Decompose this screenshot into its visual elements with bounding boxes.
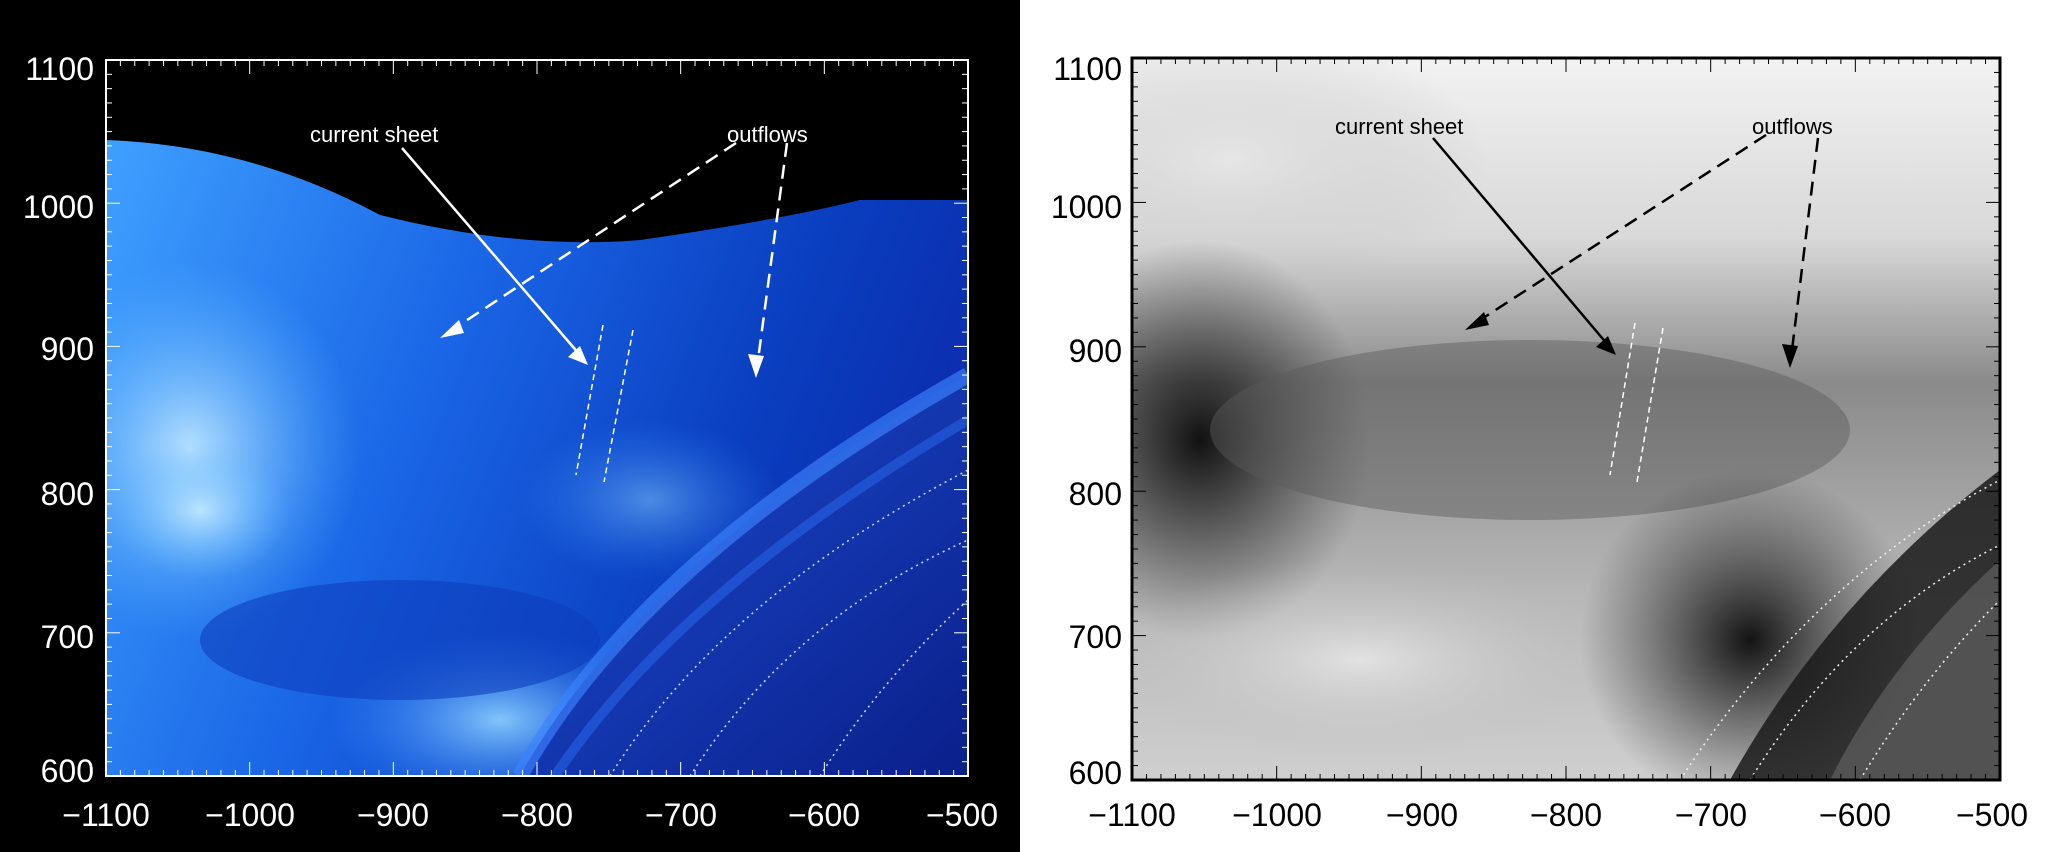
- left-y-tick-label: 900: [41, 331, 94, 367]
- right-outflow-arrowhead-1: [1465, 312, 1489, 330]
- left-sheet-line-2: [603, 329, 634, 483]
- left-sheet-line-1: [575, 324, 604, 476]
- right-current-sheet-arrowhead: [1596, 336, 1616, 355]
- right-y-tick-label: 1000: [1051, 189, 1122, 225]
- right-x-tick-label: −1000: [1232, 797, 1322, 833]
- left-x-tick-label: −900: [357, 797, 429, 833]
- right-x-tick-label: −800: [1530, 797, 1602, 833]
- right-y-tick-label: 700: [1069, 619, 1122, 655]
- left-x-tick-label: −600: [788, 797, 860, 833]
- right-x-tick-label: −1100: [1088, 797, 1176, 833]
- left-outflow-arrow-2: [756, 142, 789, 361]
- right-x-tick-label: −600: [1819, 797, 1891, 833]
- left-plot: current sheet outflows 1100 1000 900 800…: [23, 51, 998, 833]
- left-axis-ticks: [105, 59, 969, 777]
- right-outflow-arrow-1: [1476, 133, 1767, 324]
- right-axis-ticks: [1131, 57, 2001, 781]
- left-current-sheet-arrow: [401, 147, 581, 356]
- right-solar-image: [1132, 58, 2000, 780]
- right-outflow-arrowhead-2: [1782, 344, 1798, 368]
- left-y-tick-label: 1100: [25, 51, 94, 87]
- right-sheet-line-1: [1609, 322, 1636, 476]
- left-x-tick-label: −700: [645, 797, 717, 833]
- right-x-tick-label: −500: [1956, 797, 2028, 833]
- left-y-tick-label: 800: [41, 476, 94, 512]
- right-sheet-line-2: [1636, 327, 1664, 483]
- left-y-tick-label: 700: [41, 619, 94, 655]
- right-outflow-arrow-2: [1790, 137, 1820, 351]
- right-image-panel: current sheet outflows 1100 1000 900 800…: [1030, 0, 2050, 852]
- left-outflow-arrow-1: [451, 141, 737, 332]
- left-outflow-arrowhead-2: [748, 354, 764, 378]
- left-outflow-arrowhead-1: [440, 320, 464, 338]
- right-y-tick-label: 800: [1069, 476, 1122, 512]
- right-y-tick-label: 600: [1069, 755, 1122, 791]
- right-x-tick-label: −700: [1675, 797, 1747, 833]
- right-y-tick-label: 1100: [1053, 51, 1122, 87]
- left-y-tick-label: 600: [41, 753, 94, 789]
- right-label-current-sheet: current sheet: [1335, 114, 1463, 139]
- right-y-tick-label: 900: [1069, 333, 1122, 369]
- left-image-panel: current sheet outflows 1100 1000 900 800…: [0, 0, 1020, 852]
- left-current-sheet-arrowhead: [568, 346, 588, 365]
- left-label-outflows: outflows: [727, 122, 808, 147]
- right-x-tick-label: −900: [1386, 797, 1458, 833]
- left-x-tick-label: −1100: [62, 797, 150, 833]
- left-y-tick-label: 1000: [23, 189, 94, 225]
- right-plot: current sheet outflows 1100 1000 900 800…: [1051, 51, 2028, 833]
- left-solar-image: [106, 140, 968, 776]
- left-x-tick-label: −800: [501, 797, 573, 833]
- right-current-sheet-arrow: [1432, 137, 1609, 346]
- left-label-current-sheet: current sheet: [310, 122, 438, 147]
- right-label-outflows: outflows: [1752, 114, 1833, 139]
- left-x-tick-label: −1000: [205, 797, 295, 833]
- left-x-tick-label: −500: [926, 797, 998, 833]
